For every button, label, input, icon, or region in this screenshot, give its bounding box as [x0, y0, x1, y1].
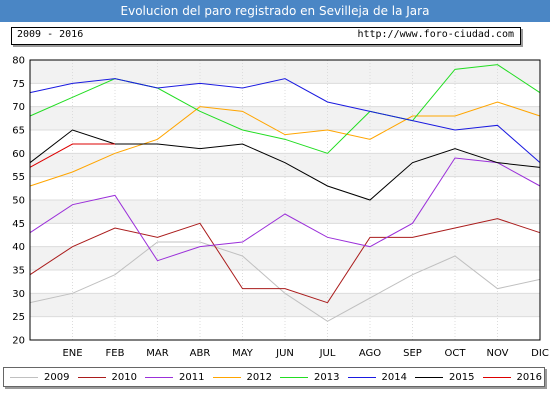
legend-item-2016: 2016 [482, 368, 542, 386]
series-line-2012 [29, 101, 541, 187]
legend-item-2014: 2014 [347, 368, 407, 386]
x-tick-label: AGO [359, 348, 381, 359]
legend-swatch [347, 376, 376, 378]
legend-label: 2010 [111, 371, 137, 383]
legend-swatch [212, 376, 241, 378]
background-band [30, 293, 540, 317]
legend-label: 2011 [179, 371, 205, 383]
legend-item-2011: 2011 [145, 368, 204, 386]
x-tick-label: JUL [319, 348, 336, 359]
y-tick-label: 70 [12, 102, 25, 113]
x-tick-label: OCT [445, 348, 467, 359]
x-tick-label: JUN [275, 348, 294, 359]
legend-label: 2009 [44, 371, 70, 383]
y-tick-label: 80 [12, 56, 25, 67]
series-line-2014 [29, 78, 541, 164]
x-tick-label: MAY [232, 348, 254, 359]
y-tick-label: 45 [12, 219, 25, 230]
series-line-2016 [29, 143, 115, 168]
legend-item-2010: 2010 [77, 368, 137, 386]
legend-item-2015: 2015 [415, 368, 474, 386]
x-tick-label: SEP [403, 348, 422, 359]
legend-label: 2016 [516, 371, 542, 383]
background-band [30, 200, 540, 224]
series-line-2009 [29, 241, 541, 322]
x-tick-label: ABR [190, 348, 211, 359]
legend: 2009 2010 2011 2012 2013 2014 2015 2016 [3, 367, 545, 387]
y-tick-label: 30 [12, 289, 25, 300]
x-tick-label: DIC [531, 348, 549, 359]
x-axis-ticks: ENE FEB MAR ABR MAY JUN JUL AGO SEP OCT NOV DIC [62, 348, 548, 359]
legend-swatch [415, 376, 443, 378]
x-tick-label: NOV [486, 348, 508, 359]
plot-area-border [29, 59, 541, 341]
background-band [30, 106, 540, 130]
series-line-2010 [29, 218, 541, 304]
background-band [30, 60, 540, 84]
y-tick-label: 40 [12, 242, 25, 253]
legend-label: 2013 [314, 371, 340, 383]
y-tick-label: 25 [12, 312, 25, 323]
y-tick-label: 75 [12, 79, 25, 90]
legend-swatch [482, 376, 511, 378]
y-tick-label: 20 [12, 336, 25, 347]
legend-label: 2012 [246, 371, 272, 383]
y-axis-ticks: 20 25 30 35 40 45 50 55 60 65 70 75 80 [12, 56, 25, 347]
legend-item-2012: 2012 [212, 368, 272, 386]
legend-item-2009: 2009 [10, 368, 69, 386]
series-lines [29, 64, 541, 322]
x-tick-label: FEB [106, 348, 125, 359]
y-tick-label: 65 [12, 126, 25, 137]
site-url: http://www.foro-ciudad.com [357, 29, 514, 40]
y-tick-label: 60 [12, 149, 25, 160]
legend-swatch [10, 376, 38, 378]
legend-swatch [145, 376, 173, 378]
legend-swatch [77, 376, 106, 378]
x-tick-label: ENE [62, 348, 82, 359]
y-tick-label: 55 [12, 172, 25, 183]
y-tick-label: 35 [12, 266, 25, 277]
legend-label: 2015 [449, 371, 475, 383]
legend-item-2013: 2013 [280, 368, 339, 386]
series-line-2011 [29, 157, 541, 262]
legend-label: 2014 [381, 371, 407, 383]
info-bar: 2009 - 2016 http://www.foro-ciudad.com [11, 27, 521, 45]
x-tick-label: MAR [146, 348, 168, 359]
legend-swatch [280, 376, 308, 378]
y-tick-label: 50 [12, 196, 25, 207]
period-label: 2009 - 2016 [17, 29, 84, 40]
chart-title: Evolucion del paro registrado en Seville… [0, 0, 550, 22]
